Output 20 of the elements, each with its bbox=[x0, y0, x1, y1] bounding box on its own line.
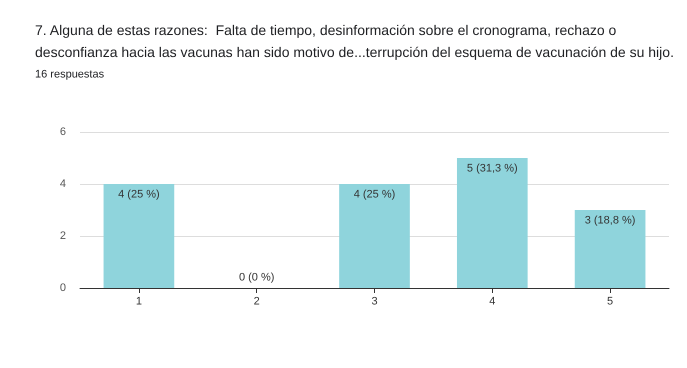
bar bbox=[339, 184, 410, 288]
x-tick-label: 2 bbox=[254, 296, 260, 308]
chart-title: 7. Alguna de estas razones: Falta de tiempo, desinformación sobre el cronograma, rechazo o desconfianza hacia las vacunas han sido motivo de...terrupción del esquema de vacunación de su hijo. bbox=[35, 22, 674, 60]
x-tick-label: 3 bbox=[371, 296, 378, 308]
y-tick-label: 0 bbox=[60, 282, 66, 294]
bar bbox=[456, 158, 528, 288]
x-tick-label: 4 bbox=[489, 296, 496, 308]
data-label: 5 (31,3 %) bbox=[466, 162, 518, 174]
bar bbox=[574, 210, 646, 288]
chart-subtitle: 16 respuestas bbox=[35, 68, 105, 80]
x-tick-label: 5 bbox=[607, 296, 614, 308]
x-tick-label: 1 bbox=[136, 296, 142, 308]
data-label: 4 (25 %) bbox=[118, 188, 160, 200]
data-label: 0 (0 %) bbox=[238, 272, 274, 284]
data-label: 3 (18,8 %) bbox=[584, 214, 636, 226]
bar bbox=[104, 184, 174, 288]
y-tick-label: 2 bbox=[60, 230, 66, 242]
data-label: 4 (25 %) bbox=[354, 188, 396, 200]
y-tick-label: 6 bbox=[60, 126, 66, 138]
y-tick-label: 4 bbox=[60, 178, 66, 190]
